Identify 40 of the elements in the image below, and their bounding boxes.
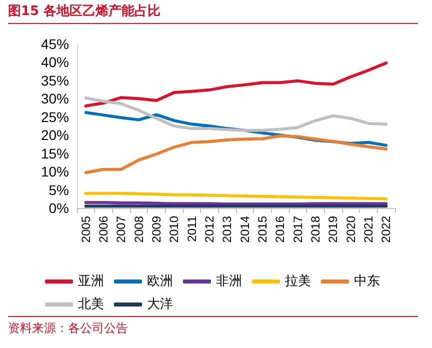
y-tick-label: 30%	[40, 90, 69, 107]
x-tick-label: 2012	[202, 216, 216, 243]
x-tick-label: 2007	[114, 216, 128, 243]
y-tick-label: 10%	[40, 164, 69, 180]
y-tick-label: 15%	[40, 145, 69, 162]
text: 资料来源：各公司公告	[8, 316, 418, 337]
x-tick-label: 2016	[273, 216, 288, 243]
x-tick-label: 2009	[150, 216, 164, 243]
legend-label: 大洋	[147, 297, 173, 312]
x-tick-label: 2019	[326, 216, 340, 243]
chart-title: 图15 各地区乙烯产能占比	[8, 2, 418, 24]
x-tick-label: 2017	[290, 216, 305, 243]
x-tick-label: 2018	[308, 216, 322, 243]
legend-label: 拉美	[285, 273, 311, 289]
y-tick-label: 40%	[40, 54, 69, 70]
x-tick-label: 2011	[184, 216, 199, 242]
y-tick-label: 45%	[40, 36, 69, 52]
x-tick-label: 2013	[220, 216, 234, 243]
x-tick-label: 2021	[362, 216, 376, 243]
y-tick-label: 5%	[48, 182, 69, 198]
line-series	[84, 96, 388, 132]
x-tick-label: 2022	[379, 216, 394, 243]
x-tick-label: 2010	[167, 216, 182, 243]
x-tick-label: 2006	[96, 216, 110, 243]
y-tick-label: 20%	[40, 127, 69, 144]
legend-label: 欧洲	[147, 274, 173, 289]
x-tick-label: 2015	[256, 216, 270, 243]
x-tick-label: 2005	[78, 216, 93, 243]
x-tick-label: 2020	[344, 216, 358, 243]
line-series	[84, 134, 388, 174]
legend-label: 北美	[78, 296, 104, 312]
y-tick-label: 35%	[40, 72, 69, 88]
legend-label: 中东	[354, 274, 380, 289]
line-series	[84, 61, 388, 108]
x-tick-label: 2008	[132, 216, 146, 243]
legend-label: 亚洲	[78, 274, 104, 289]
y-tick-label: 25%	[40, 108, 69, 125]
legend-label: 非洲	[216, 274, 242, 289]
y-tick-label: 0%	[48, 200, 69, 216]
x-tick-label: 2014	[238, 216, 252, 243]
